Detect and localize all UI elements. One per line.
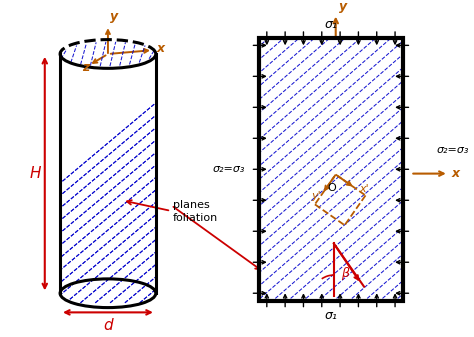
Text: y: y xyxy=(338,0,346,13)
Text: σ₁: σ₁ xyxy=(325,309,337,322)
Text: planes: planes xyxy=(173,200,210,210)
Text: x': x' xyxy=(359,184,369,194)
PathPatch shape xyxy=(60,40,156,308)
Text: foliation: foliation xyxy=(173,213,218,223)
Text: y': y' xyxy=(311,191,321,201)
Text: y: y xyxy=(110,10,118,24)
Text: σ₂=σ₃: σ₂=σ₃ xyxy=(212,164,245,174)
Text: β: β xyxy=(341,267,349,280)
Text: O: O xyxy=(328,183,336,193)
Text: x: x xyxy=(452,167,460,180)
Text: σ₁: σ₁ xyxy=(325,18,337,31)
Text: σ₂=σ₃: σ₂=σ₃ xyxy=(436,145,469,155)
Text: z: z xyxy=(82,61,90,74)
Bar xyxy=(259,38,403,301)
Text: H: H xyxy=(29,166,41,181)
Text: x: x xyxy=(157,42,165,55)
Text: d: d xyxy=(103,318,113,333)
Bar xyxy=(259,38,403,301)
